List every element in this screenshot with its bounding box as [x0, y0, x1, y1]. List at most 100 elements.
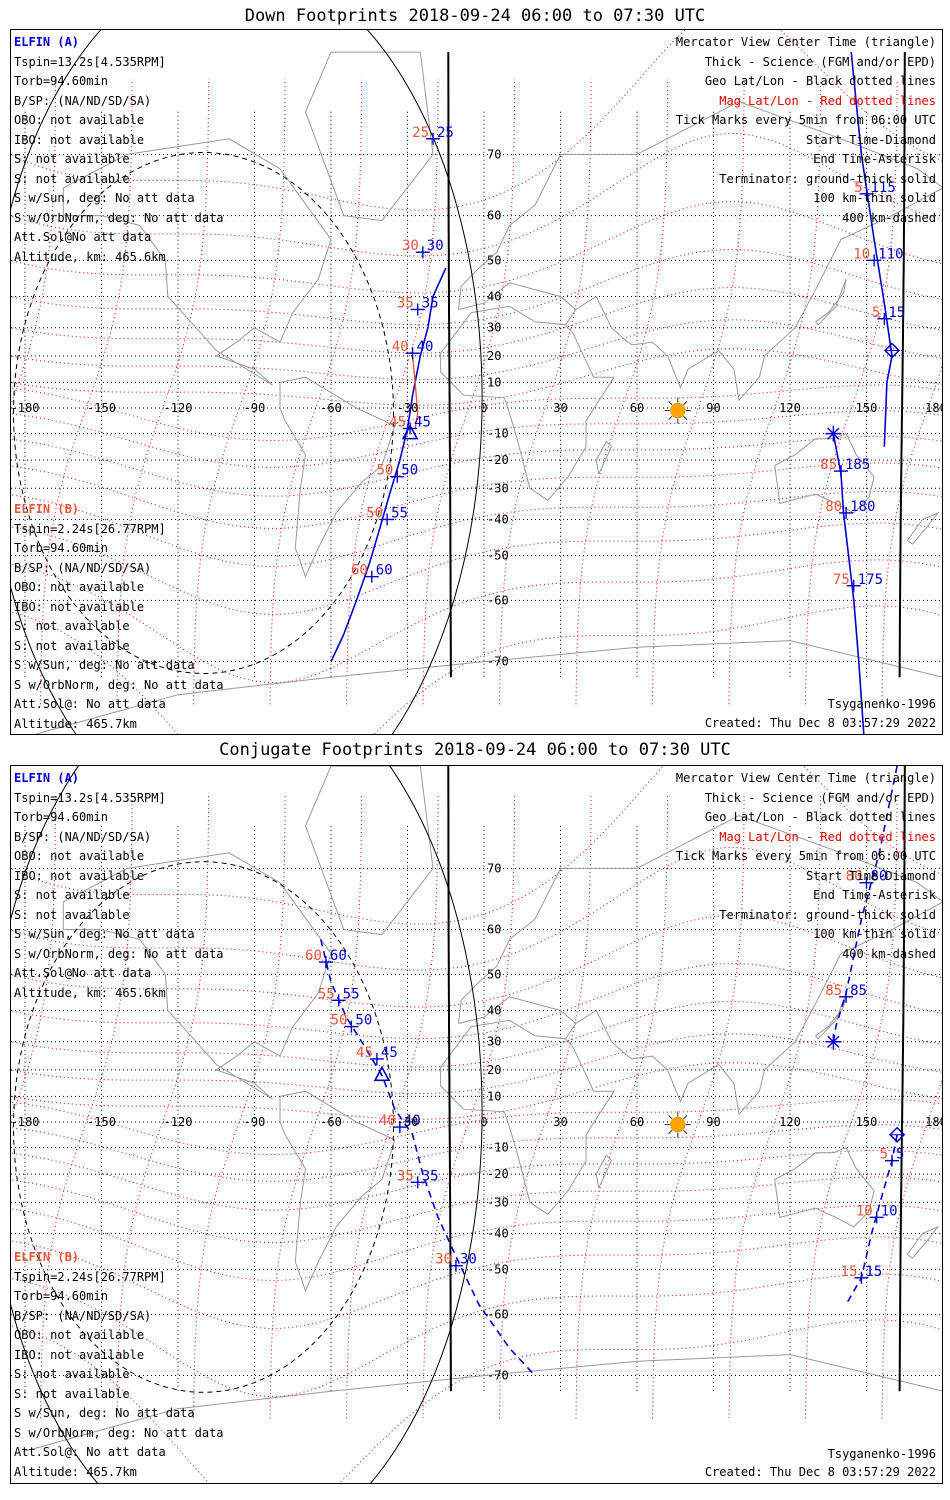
elfin-b-attsol: Att.Sol@: No att data [14, 697, 166, 711]
mag-longitude-line [346, 78, 439, 705]
elfin-a-mag-tick-label: 45 [389, 414, 406, 430]
coastline [815, 993, 847, 1040]
sun-icon [683, 401, 688, 406]
elfin-east-geo-tick-label: 115 [871, 180, 896, 196]
legend-line: 400 km-dashed [842, 210, 936, 225]
mag-longitude-line [422, 78, 516, 705]
elfin-a-mag-tick-label: 30 [435, 1252, 452, 1268]
elfin-east-mag-tick-label: 5 [872, 305, 880, 321]
elfin-a-altitude: Altitude, km: 465.6km [14, 249, 166, 264]
elfin-east-geo-tick-label: 80 [871, 869, 888, 885]
mag-longitude-line [269, 792, 363, 1419]
mag-latitude-line [12, 287, 942, 354]
mag-latitude-line [12, 462, 942, 529]
elfin-a-mag-tick-label: 60 [351, 563, 368, 579]
elfin-east-geo-tick-label: 180 [850, 499, 875, 515]
coastline [458, 815, 942, 1116]
elfin-b-ibo: IBO: not available [14, 1347, 145, 1362]
elfin-a-sun: S w/Sun, deg: No att data [14, 191, 195, 205]
elfin-a-geo-tick-label: 55 [391, 505, 408, 521]
mag-longitude-line [11, 78, 57, 406]
elfin-a-mag-tick-label: 50 [331, 1013, 348, 1029]
mag-latitude-line [12, 1204, 942, 1281]
latitude-axis-label: 20 [487, 1063, 501, 1077]
latitude-axis-label: 20 [487, 349, 501, 363]
latitude-axis-label: -20 [487, 453, 509, 467]
mag-longitude-line [805, 78, 898, 705]
coastline [906, 511, 940, 545]
elfin-a-geo-tick-label: 45 [381, 1045, 398, 1061]
elfin-a-geo-tick-label: 25 [437, 125, 454, 141]
legend-line: Thick - Science (FGM and/or EPD) [704, 790, 936, 805]
elfin-a-mag-tick-label: 50 [366, 505, 383, 521]
longitude-axis-label: 60 [630, 401, 644, 415]
down-footprints-map-panel: 25 25 30 30 35 35 40 40 45 45 50 50 50 55 60 60 5 115 10 11… [10, 29, 943, 735]
mag-latitude-line [12, 1319, 942, 1483]
mag-longitude-line [269, 78, 363, 705]
latitude-axis-label: -20 [487, 1167, 509, 1181]
sun-icon [668, 401, 673, 406]
latitude-axis-label: -50 [487, 549, 509, 563]
sun-icon [670, 402, 686, 419]
longitude-axis-label: -30 [397, 1115, 419, 1129]
mag-latitude-line [12, 1033, 942, 1095]
latitude-axis-label: -30 [487, 481, 509, 495]
mag-longitude-line [652, 78, 745, 705]
elfin-a-bsp: B/SP: (NA/ND/SD/SA) [14, 93, 152, 108]
longitude-axis-label: -90 [244, 401, 266, 415]
elfin-east-mag-tick-label: 10 [856, 1203, 873, 1219]
created-label: Created: Thu Dec 8 03:57:29 2022 [704, 1465, 936, 1479]
sun-icon [670, 1116, 686, 1133]
latitude-axis-label: 60 [487, 923, 501, 937]
longitude-axis-label: -180 [11, 1115, 39, 1129]
latitude-axis-label: -50 [487, 1263, 509, 1277]
longitude-axis-label: 90 [706, 401, 720, 415]
mag-latitude-line [12, 522, 942, 615]
elfin-b-attsol: Att.Sol@: No att data [14, 1445, 166, 1459]
legend-line: Tick Marks every 5min from 06:00 UTC [675, 849, 936, 863]
elfin-b-bsp: B/SP: (NA/ND/SD/SA) [14, 560, 152, 575]
terminator-line [898, 52, 906, 678]
elfin-a-torb: Torb=94.60min [14, 74, 108, 88]
longitude-axis-label: -150 [87, 401, 116, 415]
elfin-b-sun: S w/Sun, deg: No att data [14, 1406, 195, 1420]
coastline [279, 376, 396, 578]
model-label: Tsyganenko-1996 [827, 697, 936, 711]
latitude-axis-label: -60 [487, 593, 509, 607]
elfin-east-mag-tick-label: 85 [820, 457, 837, 473]
elfin-a-geo-tick-label: 55 [343, 986, 360, 1002]
latitude-axis-label: 40 [487, 1004, 501, 1018]
latitude-axis-label: 40 [487, 290, 501, 304]
sun-icon [668, 1129, 673, 1135]
legend-line: 100 km-thin solid [813, 191, 936, 205]
latitude-axis-label: -10 [487, 1141, 509, 1155]
elfin-east-geo-tick-label: 110 [878, 246, 903, 262]
elfin-a-info: ELFIN (A) Tspin=13.2s[4.535RPM] Torb=94.… [14, 33, 224, 267]
mag-latitude-line [12, 766, 942, 925]
coastline [62, 852, 332, 1100]
longitude-axis-label: -30 [397, 401, 419, 415]
elfin-a-geo-tick-label: 30 [460, 1252, 477, 1268]
elfin-a-attsol: Att.Sol@No att data [14, 966, 152, 980]
elfin-a-s2: S: not available [14, 907, 130, 922]
legend-line: Mag Lat/Lon - Red dotted lines [719, 93, 936, 108]
sun-icon [683, 1115, 688, 1120]
elfin-a-mag-tick-label: 40 [379, 1113, 396, 1129]
elfin-east-geo-tick-label: 15 [865, 1264, 882, 1280]
elfin-a-geo-tick-label: 30 [427, 238, 444, 254]
coastline [304, 766, 434, 936]
elfin-east-geo-tick-label: 175 [858, 572, 883, 588]
latitude-axis-label: -70 [487, 655, 509, 669]
coastline [815, 279, 847, 326]
elfin-b-header: ELFIN (B) [14, 1250, 80, 1264]
longitude-axis-label: 120 [779, 1115, 801, 1129]
elfin-a-mag-tick-label: 35 [397, 295, 414, 311]
visibility-100km-line [11, 766, 483, 1483]
latitude-axis-label: 60 [487, 209, 501, 223]
longitude-axis-label: -180 [11, 401, 39, 415]
elfin-a-geo-tick-label: 35 [422, 295, 439, 311]
mag-latitude-line [12, 1124, 942, 1182]
elfin-a-obo: OBO: not available [14, 849, 145, 863]
elfin-b-torb: Torb=94.60min [14, 1289, 108, 1303]
coastline [595, 1154, 613, 1189]
